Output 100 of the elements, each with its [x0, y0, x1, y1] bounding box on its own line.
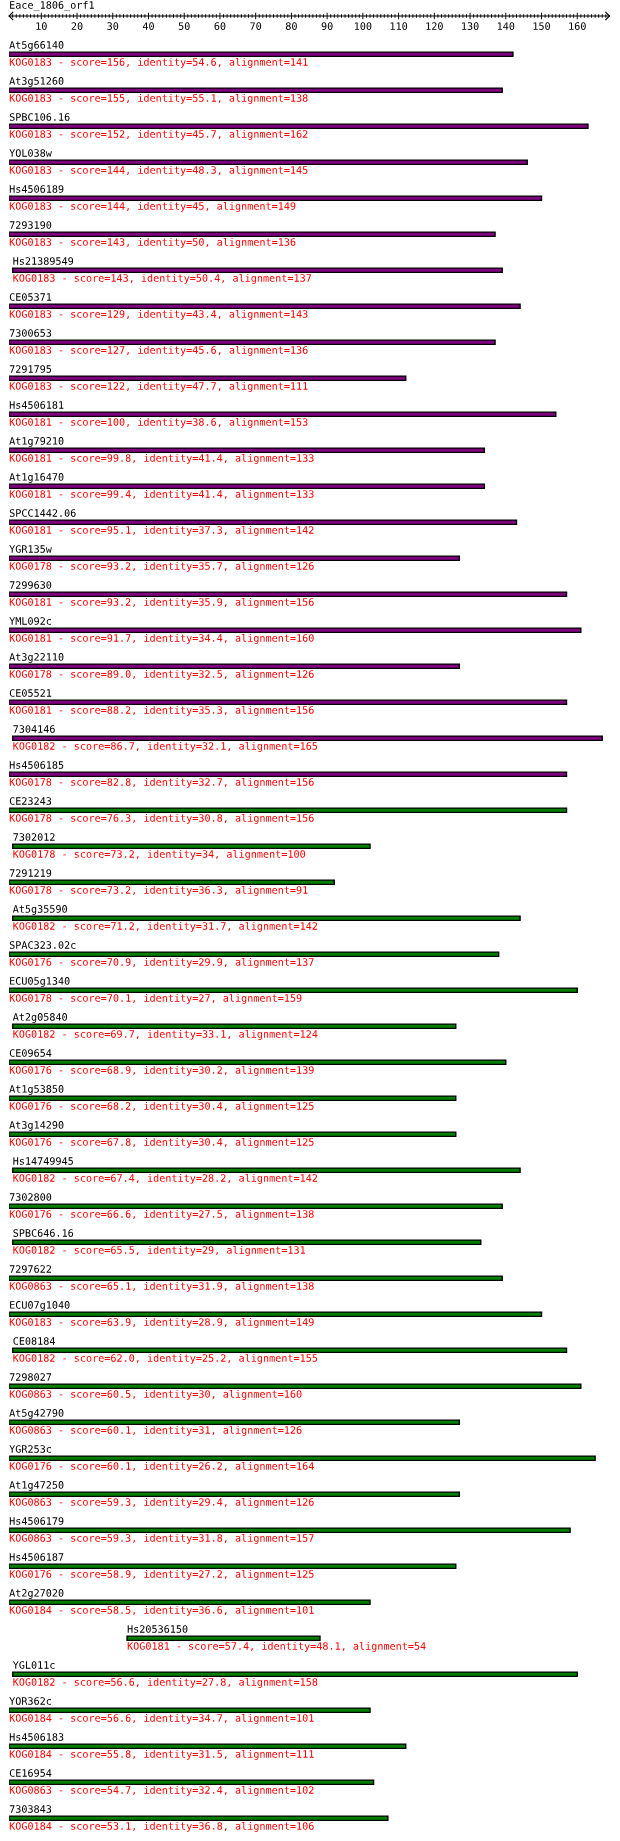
data-label: KOG0183 - score=129, identity=43.4, alignment=143 — [9, 309, 308, 320]
bar — [12, 1023, 457, 1030]
y-tick-label: Hs4506187 — [9, 1553, 64, 1561]
y-tick-label: 7300653 — [9, 329, 52, 337]
data-label: KOG0183 - score=127, identity=45.6, alignment=136 — [9, 345, 308, 356]
bar — [9, 1383, 582, 1390]
bar — [9, 339, 496, 346]
data-label: KOG0183 - score=144, identity=45, alignment=149 — [9, 201, 296, 212]
bar — [9, 447, 486, 454]
x-tick-label: 130 — [462, 22, 479, 30]
bar — [9, 51, 514, 58]
bar — [12, 735, 603, 742]
data-label: KOG0182 - score=86.7, identity=32.1, alignment=165 — [13, 741, 318, 752]
bar — [9, 483, 486, 490]
bar — [9, 951, 500, 958]
data-label: KOG0176 - score=66.6, identity=27.5, alignment=138 — [9, 1209, 314, 1220]
bar — [9, 1203, 503, 1210]
bar — [9, 375, 407, 382]
bar — [9, 1419, 461, 1426]
data-label: KOG0182 - score=56.6, identity=27.8, alignment=158 — [13, 1677, 318, 1688]
data-label: KOG0183 - score=144, identity=48.3, alignment=145 — [9, 165, 308, 176]
bar — [9, 159, 528, 166]
data-label: KOG0176 - score=60.1, identity=26.2, alignment=164 — [9, 1461, 314, 1472]
y-tick-label: ECU05g1340 — [10, 977, 70, 987]
bar — [9, 1455, 596, 1462]
data-label: KOG0183 - score=63.9, identity=28.9, alignment=149 — [9, 1317, 314, 1328]
data-label: KOG0181 - score=57.4, identity=48.1, alignment=54 — [127, 1641, 426, 1652]
data-label: KOG0863 - score=60.5, identity=30, alignment=160 — [9, 1389, 302, 1400]
bar — [9, 1311, 543, 1318]
y-tick-label: Hs14749945 — [13, 1157, 73, 1165]
x-tick-label: 140 — [497, 22, 515, 30]
bar — [9, 1599, 371, 1606]
bar — [9, 519, 518, 526]
data-label: KOG0178 - score=93.2, identity=35.7, alignment=126 — [9, 561, 314, 572]
bar — [9, 1491, 461, 1498]
y-tick-label: SPBC106.16 — [9, 113, 70, 121]
data-label: KOG0178 - score=73.2, identity=36.3, alignment=91 — [9, 885, 308, 896]
y-tick-label: At1g79210 — [9, 437, 64, 447]
x-tick-label: 100 — [354, 22, 372, 30]
x-tick-label: 110 — [390, 22, 408, 30]
bar — [9, 807, 568, 814]
data-label: KOG0178 - score=73.2, identity=34, alignment=100 — [13, 849, 306, 860]
bar — [9, 1095, 457, 1102]
bar — [12, 267, 503, 274]
y-tick-label: At1g47250 — [9, 1481, 64, 1491]
x-tick-label: 60 — [214, 22, 226, 30]
y-tick-label: 7291219 — [9, 869, 52, 877]
y-tick-label: 7304146 — [13, 725, 55, 733]
data-label: KOG0181 - score=99.4, identity=41.4, alignment=133 — [9, 489, 314, 500]
bar — [12, 1239, 482, 1246]
data-label: KOG0176 - score=68.9, identity=30.2, alignment=139 — [9, 1065, 314, 1076]
y-tick-label: CE08184 — [13, 1337, 55, 1345]
y-tick-label: At1g53850 — [9, 1085, 64, 1095]
y-tick-label: At2g05840 — [12, 1013, 67, 1023]
data-label: KOG0183 - score=156, identity=54.6, alignment=141 — [9, 57, 308, 68]
y-tick-label: Hs4506179 — [9, 1517, 64, 1525]
data-label: KOG0863 - score=65.1, identity=31.9, alignment=138 — [9, 1281, 314, 1292]
y-tick-label: Hs20536150 — [127, 1625, 188, 1633]
y-tick-label: At5g35590 — [12, 905, 67, 915]
bar — [9, 303, 521, 310]
y-tick-label: Hs4506185 — [9, 761, 64, 769]
y-tick-label: SPCC1442.06 — [9, 509, 76, 517]
data-label: KOG0183 - score=152, identity=45.7, alignment=162 — [9, 129, 308, 140]
data-label: KOG0176 - score=58.9, identity=27.2, alignment=125 — [9, 1569, 314, 1580]
y-tick-label: YML092c — [9, 617, 52, 625]
bar — [9, 591, 568, 598]
data-label: KOG0178 - score=76.3, identity=30.8, alignment=156 — [9, 813, 314, 824]
bar — [9, 1527, 571, 1534]
y-tick-label: CE09654 — [9, 1049, 52, 1057]
data-label: KOG0178 - score=70.1, identity=27, alignment=159 — [9, 993, 302, 1004]
data-label: KOG0183 - score=122, identity=47.7, alignment=111 — [9, 381, 308, 392]
y-tick-label: SPBC646.16 — [13, 1229, 74, 1237]
y-tick-label: At2g27020 — [9, 1589, 64, 1599]
y-tick-label: 7291795 — [9, 365, 52, 373]
y-tick-label: 7297622 — [9, 1265, 52, 1273]
data-label: KOG0184 - score=56.6, identity=34.7, alignment=101 — [9, 1713, 314, 1724]
bar — [9, 1275, 503, 1282]
data-label: KOG0183 - score=143, identity=50.4, alignment=137 — [13, 273, 312, 284]
x-tick-label: 80 — [285, 22, 297, 30]
data-label: KOG0178 - score=82.8, identity=32.7, alignment=156 — [9, 777, 314, 788]
y-tick-label: 7299630 — [9, 581, 52, 589]
y-tick-label: YOR362c — [9, 1697, 52, 1705]
data-label: KOG0182 - score=65.5, identity=29, alignment=131 — [13, 1245, 306, 1256]
bar — [9, 987, 578, 994]
data-label: KOG0863 - score=59.3, identity=29.4, alignment=126 — [9, 1497, 314, 1508]
bar — [9, 1131, 457, 1138]
y-tick-label: 7298027 — [9, 1373, 52, 1381]
y-tick-label: Hs4506183 — [9, 1733, 64, 1741]
bar — [9, 879, 335, 886]
bar — [9, 411, 557, 418]
y-tick-label: YGL011c — [12, 1661, 55, 1669]
data-label: KOG0181 - score=100, identity=38.6, alignment=153 — [9, 417, 308, 428]
bar — [9, 627, 582, 634]
bar — [9, 1707, 371, 1714]
x-tick-label: 30 — [107, 22, 119, 30]
data-label: KOG0863 - score=54.7, identity=32.4, alignment=102 — [9, 1785, 314, 1796]
chart-title: Eace_1806_orf1 — [10, 0, 94, 12]
data-label: KOG0178 - score=89.0, identity=32.5, alignment=126 — [9, 669, 314, 680]
bar — [9, 1059, 507, 1066]
y-tick-label: At3g14290 — [9, 1121, 64, 1131]
